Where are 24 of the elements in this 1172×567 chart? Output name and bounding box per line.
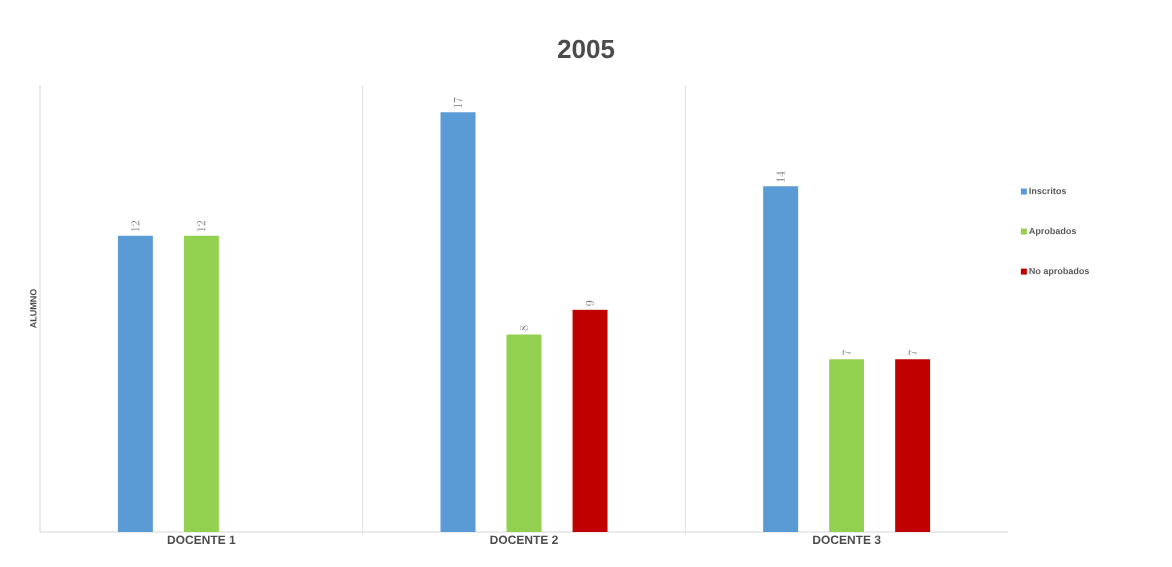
bar [829,359,865,532]
data-label: 17 [453,97,463,108]
data-label: 7 [842,349,851,355]
data-label: 12 [197,221,206,232]
chart-title: 2005 [557,39,615,59]
data-label: 12 [131,221,140,232]
bar [183,235,219,532]
bar [895,359,931,532]
data-label: 7 [908,349,917,355]
data-label: 9 [585,300,595,306]
x-tick-label: DOCENTE 3 [813,535,881,545]
x-tick-label: DOCENTE 1 [167,535,236,545]
bar [117,235,153,532]
legend-label: Aprobados [1029,227,1077,236]
bar [506,334,542,532]
bar [763,186,799,532]
legend-label: Inscritos [1029,187,1067,195]
bar [572,309,608,532]
y-axis-title: ALUMNO [30,289,37,329]
data-label: 14 [776,171,785,182]
legend-label: No aprobados [1029,267,1090,276]
x-tick-label: DOCENTE 2 [490,535,558,545]
data-label: 8 [519,325,529,331]
bar [440,112,476,532]
